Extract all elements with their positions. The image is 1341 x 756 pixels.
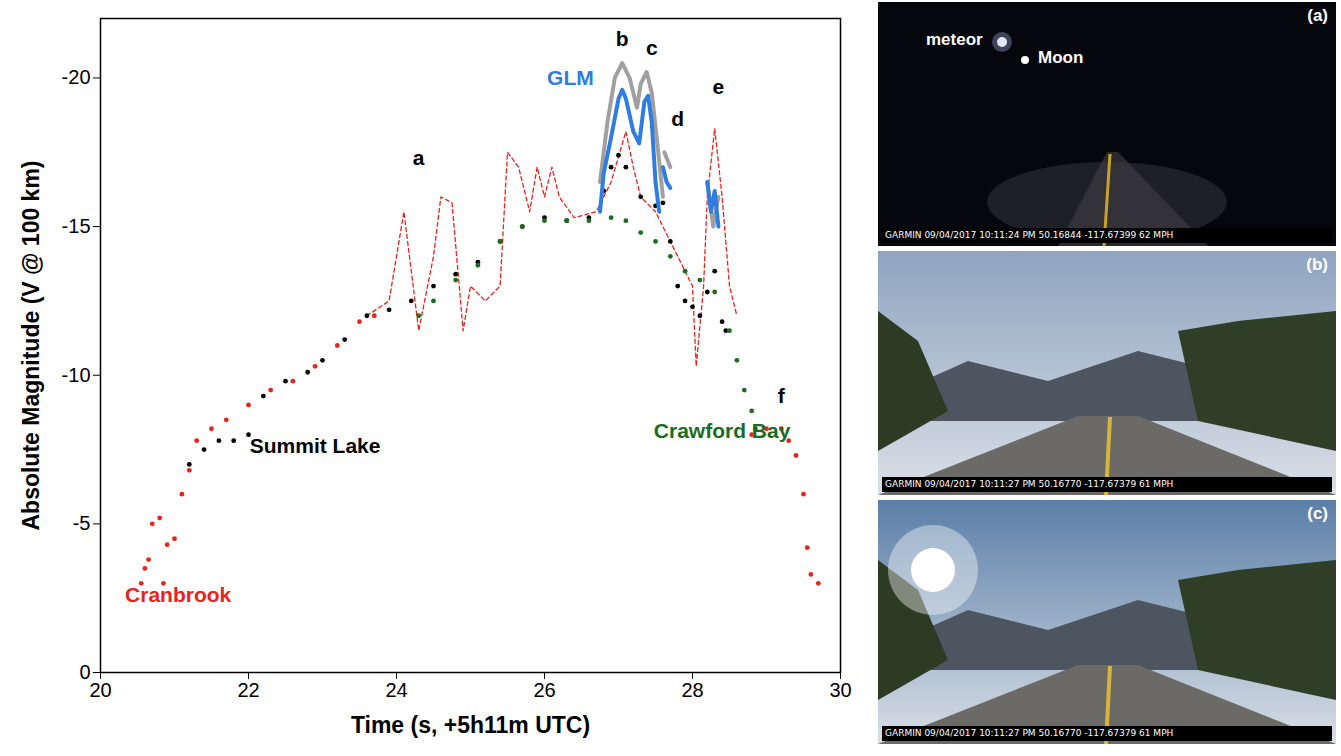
html-text:(a): (a) — [1307, 6, 1328, 25]
html-text:GARMIN 09/04/2017 10:11:27 PM: GARMIN 09/04/2017 10:11:27 PM 50.16770 -… — [885, 479, 1174, 489]
svg-text:Crawford Bay: Crawford Bay — [654, 419, 791, 442]
svg-text:-10: -10 — [62, 364, 91, 386]
svg-text:f: f — [778, 384, 786, 407]
svg-text:22: 22 — [237, 679, 259, 701]
svg-text:c: c — [646, 36, 658, 59]
svg-text:Summit Lake: Summit Lake — [250, 434, 381, 457]
html-text:GARMIN 09/04/2017 10:11:27 PM: GARMIN 09/04/2017 10:11:27 PM 50.16770 -… — [885, 728, 1174, 738]
svg-text:b: b — [616, 27, 629, 50]
html-text:meteor: meteor — [926, 30, 983, 49]
html-text:Moon: Moon — [1038, 48, 1084, 67]
svg-text:GLM: GLM — [547, 66, 594, 89]
svg-text:20: 20 — [89, 679, 111, 701]
svg-text:Absolute Magnitude (V @ 100 km: Absolute Magnitude (V @ 100 km) — [18, 160, 44, 530]
svg-text:-20: -20 — [62, 66, 91, 88]
svg-text:0: 0 — [79, 660, 91, 683]
svg-text:24: 24 — [385, 679, 407, 701]
svg-text:30: 30 — [829, 679, 851, 701]
svg-text:Cranbrook: Cranbrook — [125, 583, 232, 606]
svg-text:Time (s, +5h11m UTC): Time (s, +5h11m UTC) — [351, 712, 590, 738]
svg-text:26: 26 — [533, 679, 555, 701]
svg-text:28: 28 — [681, 679, 703, 701]
html-text:(b): (b) — [1306, 255, 1328, 274]
html-text:GARMIN 09/04/2017 10:11:24 PM: GARMIN 09/04/2017 10:11:24 PM 50.16844 -… — [885, 230, 1174, 240]
svg-text:-5: -5 — [73, 512, 91, 534]
svg-text:a: a — [413, 146, 425, 169]
html-text:(c): (c) — [1307, 504, 1328, 523]
svg-text:-15: -15 — [62, 215, 91, 237]
svg-text:e: e — [713, 75, 725, 98]
svg-text:d: d — [671, 107, 684, 130]
